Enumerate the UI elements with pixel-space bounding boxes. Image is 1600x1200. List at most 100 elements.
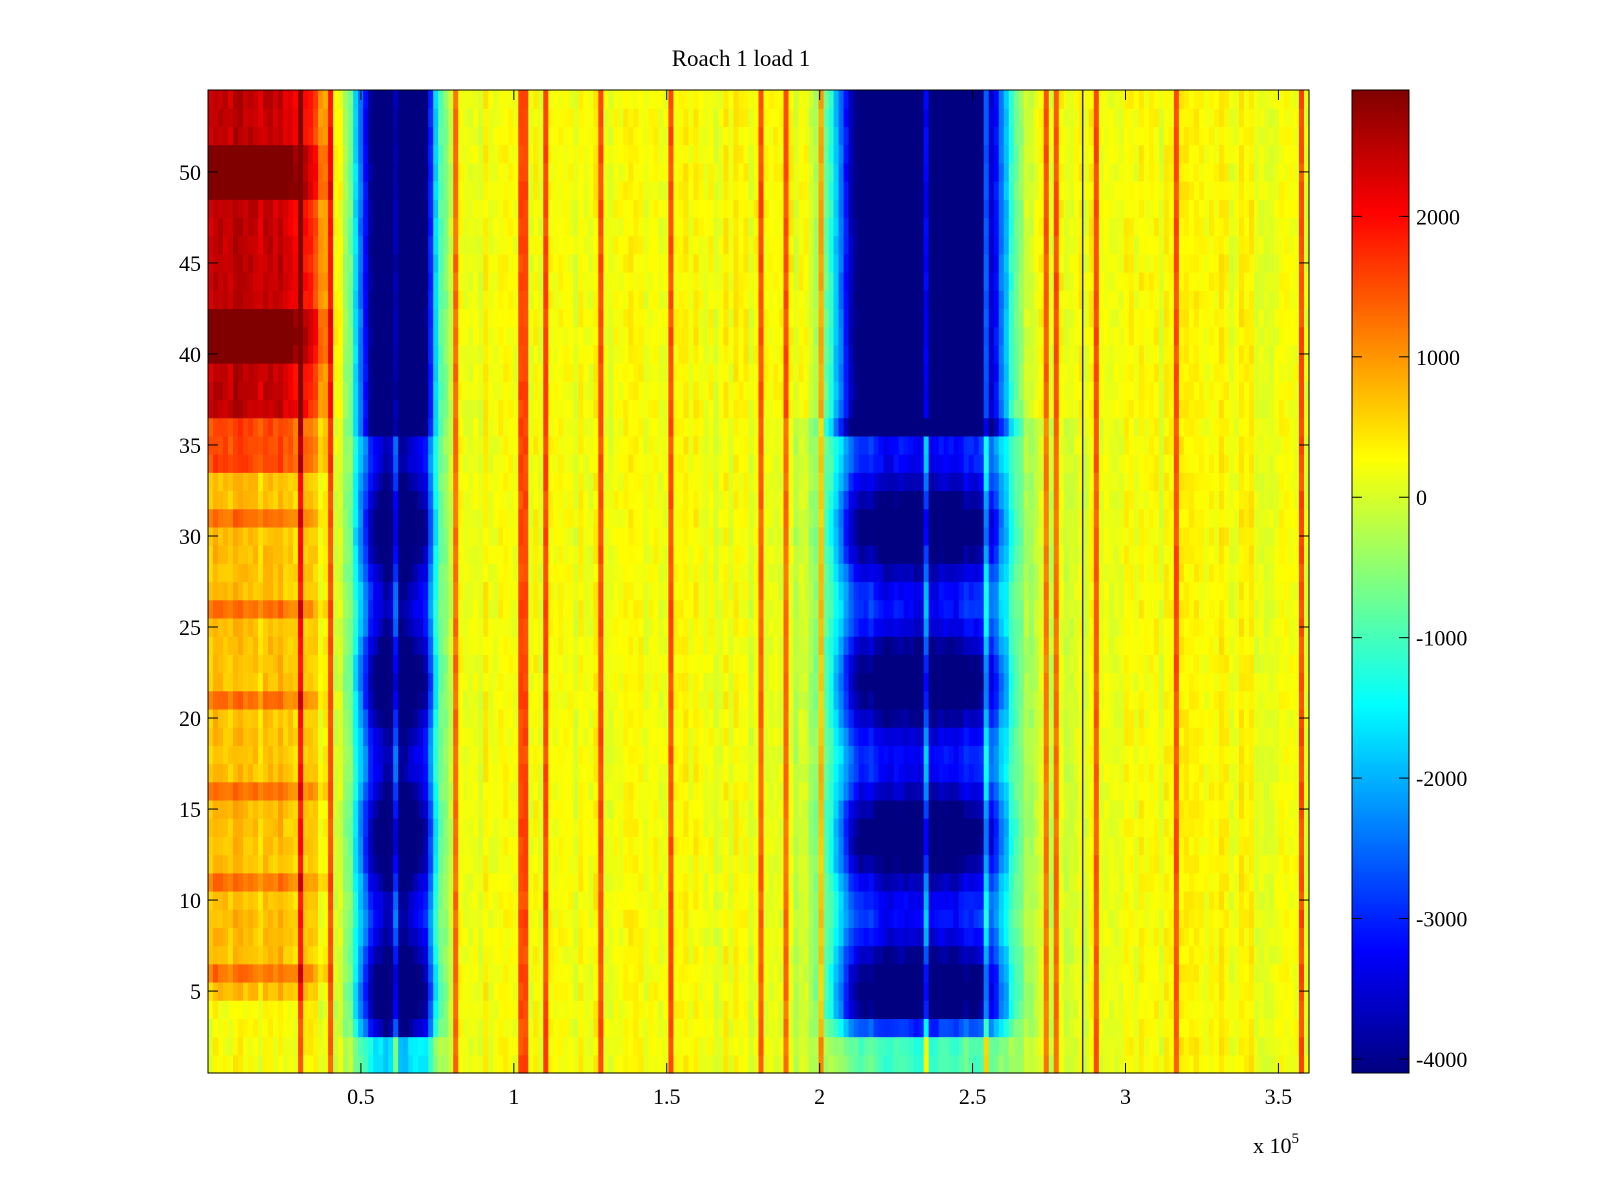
- heatmap-cell: [443, 654, 449, 674]
- heatmap-cell: [523, 963, 529, 983]
- heatmap-cell: [478, 654, 484, 674]
- heatmap-cell: [653, 1018, 659, 1038]
- heatmap-cell: [363, 909, 369, 928]
- heatmap-cell: [653, 581, 659, 601]
- heatmap-cell: [378, 290, 384, 310]
- heatmap-cell: [458, 1054, 464, 1074]
- heatmap-cell: [513, 417, 519, 437]
- heatmap-cell: [318, 909, 324, 928]
- heatmap-cell: [443, 399, 449, 419]
- heatmap-cell: [348, 1054, 354, 1074]
- heatmap-cell: [323, 1000, 329, 1019]
- heatmap-cell: [418, 344, 424, 364]
- heatmap-cell: [298, 162, 304, 182]
- heatmap-cell: [273, 472, 279, 492]
- heatmap-cell: [583, 1018, 589, 1038]
- heatmap-cell: [428, 253, 434, 273]
- heatmap-cell: [643, 854, 649, 874]
- heatmap-cell: [533, 981, 539, 1001]
- heatmap-cell: [613, 435, 619, 455]
- heatmap-cell: [363, 272, 369, 291]
- heatmap-cell: [233, 326, 239, 346]
- heatmap-cell: [668, 1054, 675, 1074]
- heatmap-cell: [308, 1000, 314, 1019]
- heatmap-cell: [558, 326, 564, 346]
- heatmap-cell: [528, 108, 534, 127]
- heatmap-cell: [483, 672, 489, 692]
- heatmap-cell: [453, 963, 459, 983]
- heatmap-cell: [288, 326, 294, 346]
- heatmap-cell: [408, 108, 414, 127]
- heatmap-cell: [233, 818, 239, 837]
- heatmap-cell: [288, 508, 294, 528]
- heatmap-cell: [333, 272, 339, 291]
- heatmap-cell: [493, 854, 499, 874]
- heatmap-cell: [218, 617, 224, 637]
- heatmap-cell: [383, 563, 389, 583]
- heatmap-cell: [543, 381, 549, 401]
- heatmap-cell: [638, 108, 644, 127]
- heatmap-cell: [418, 144, 424, 164]
- heatmap-cell: [223, 472, 229, 492]
- heatmap-cell: [438, 690, 444, 710]
- heatmap-cell: [498, 181, 504, 200]
- heatmap-cell: [243, 945, 249, 965]
- heatmap-cell: [538, 745, 544, 765]
- heatmap-cell: [413, 363, 419, 382]
- heatmap-cell: [388, 727, 394, 746]
- heatmap-cell: [583, 181, 589, 200]
- heatmap-cell: [498, 854, 504, 874]
- heatmap-cell: [323, 1036, 329, 1056]
- heatmap-cell: [508, 344, 514, 364]
- heatmap-cell: [463, 818, 469, 837]
- heatmap-cell: [623, 181, 629, 200]
- heatmap-cell: [373, 108, 379, 127]
- heatmap-cell: [293, 144, 299, 164]
- heatmap-cell: [633, 126, 639, 146]
- heatmap-cell: [553, 909, 559, 928]
- heatmap-cell: [588, 872, 594, 892]
- heatmap-cell: [448, 799, 454, 819]
- heatmap-cell: [318, 162, 324, 182]
- heatmap-cell: [503, 563, 509, 583]
- heatmap-cell: [393, 945, 399, 965]
- heatmap-cell: [588, 381, 594, 401]
- heatmap-cell: [443, 108, 449, 127]
- heatmap-cell: [553, 126, 559, 146]
- heatmap-cell: [463, 344, 469, 364]
- heatmap-cell: [543, 290, 549, 310]
- heatmap-cell: [638, 1000, 644, 1019]
- heatmap-cell: [233, 581, 239, 601]
- heatmap-cell: [608, 563, 614, 583]
- heatmap-cell: [408, 799, 414, 819]
- heatmap-cell: [468, 781, 474, 801]
- heatmap-cell: [328, 636, 334, 655]
- heatmap-cell: [343, 363, 349, 382]
- heatmap-cell: [263, 927, 269, 947]
- heatmap-cell: [468, 872, 474, 892]
- heatmap-cell: [208, 636, 214, 655]
- heatmap-cell: [438, 1036, 444, 1056]
- heatmap-cell: [323, 162, 329, 182]
- heatmap-cell: [608, 581, 614, 601]
- heatmap-cell: [363, 945, 369, 965]
- heatmap-cell: [243, 1036, 249, 1056]
- heatmap-cell: [333, 617, 339, 637]
- heatmap-cell: [573, 144, 579, 164]
- heatmap-cell: [443, 199, 449, 219]
- heatmap-cell: [423, 763, 429, 783]
- heatmap-cell: [378, 636, 384, 655]
- chart-title: Roach 1 load 1: [672, 46, 811, 71]
- heatmap-cell: [233, 890, 239, 910]
- heatmap-cell: [388, 1054, 394, 1074]
- heatmap-cell: [648, 290, 654, 310]
- heatmap-cell: [358, 545, 364, 564]
- heatmap-cell: [338, 253, 344, 273]
- heatmap-cell: [658, 1018, 665, 1038]
- heatmap-cell: [528, 727, 534, 746]
- heatmap-cell: [618, 799, 624, 819]
- heatmap-cell: [393, 927, 399, 947]
- heatmap-cell: [478, 490, 484, 510]
- heatmap-cell: [348, 672, 354, 692]
- heatmap-cell: [353, 344, 359, 364]
